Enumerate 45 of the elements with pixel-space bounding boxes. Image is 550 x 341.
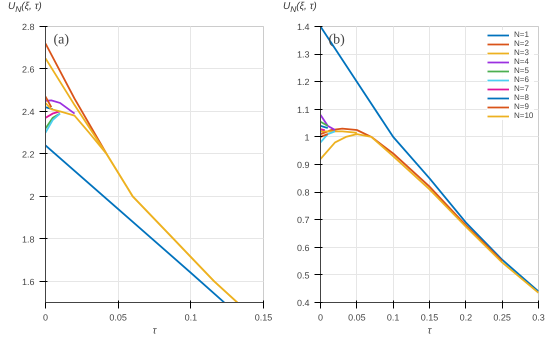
y-tick-label: 0.5	[296, 270, 310, 280]
x-tick-label: 0	[42, 312, 48, 322]
y-tick-label: 2.2	[22, 149, 35, 160]
legend-label: N=1	[514, 30, 530, 39]
x-tick-label: 0.1	[386, 312, 400, 322]
y-tick-label: 1.1	[296, 104, 310, 115]
y-axis-title: U$_{N}$(ξ, τ)	[283, 1, 317, 14]
y-tick-label: 0.6	[296, 242, 310, 253]
y-tick-label: 1.3	[296, 50, 310, 60]
x-tick-label: 0.1	[184, 312, 198, 322]
legend-label: N=7	[514, 84, 530, 93]
x-tick-label: 0.25	[493, 312, 511, 322]
legend-label: N=4	[514, 57, 530, 66]
y-tick-label: 1	[304, 132, 310, 142]
x-tick-label: 0.2	[460, 312, 472, 322]
x-axis-title: τ	[152, 326, 158, 336]
y-tick-label: 2.6	[22, 64, 35, 74]
y-axis-title: U$_{N}$(ξ, τ)	[8, 1, 42, 14]
legend-label: N=3	[514, 48, 530, 57]
x-tick-label: 0.05	[109, 312, 127, 322]
y-tick-label: 1.4	[296, 22, 310, 32]
x-tick-label: 0.3	[532, 312, 545, 322]
x-tick-label: 0	[318, 312, 324, 322]
y-tick-label: 2	[29, 192, 35, 202]
y-tick-label: 0.8	[296, 188, 310, 198]
y-tick-label: 2.4	[22, 106, 35, 117]
legend-label: N=5	[514, 66, 530, 75]
y-tick-label: 1.6	[22, 276, 35, 287]
x-axis-title: τ	[428, 326, 433, 336]
y-tick-label: 2.8	[22, 22, 35, 32]
chart-title: (b)	[328, 32, 346, 48]
y-tick-label: 1.2	[296, 77, 310, 88]
x-tick-label: 0.05	[348, 312, 366, 322]
chart-title: (a)	[54, 32, 70, 48]
legend-label: N=9	[514, 102, 530, 111]
y-tick-label: 1.8	[22, 234, 35, 244]
x-tick-label: 0.15	[420, 312, 438, 322]
legend-label: N=10	[514, 111, 534, 120]
legend-label: N=2	[514, 39, 530, 48]
y-tick-label: 0.4	[296, 298, 310, 308]
y-tick-label: 0.9	[296, 160, 310, 170]
y-tick-label: 0.7	[296, 215, 310, 226]
x-tick-label: 0.15	[254, 312, 272, 322]
legend-label: N=8	[514, 93, 530, 102]
legend-label: N=6	[514, 75, 530, 84]
